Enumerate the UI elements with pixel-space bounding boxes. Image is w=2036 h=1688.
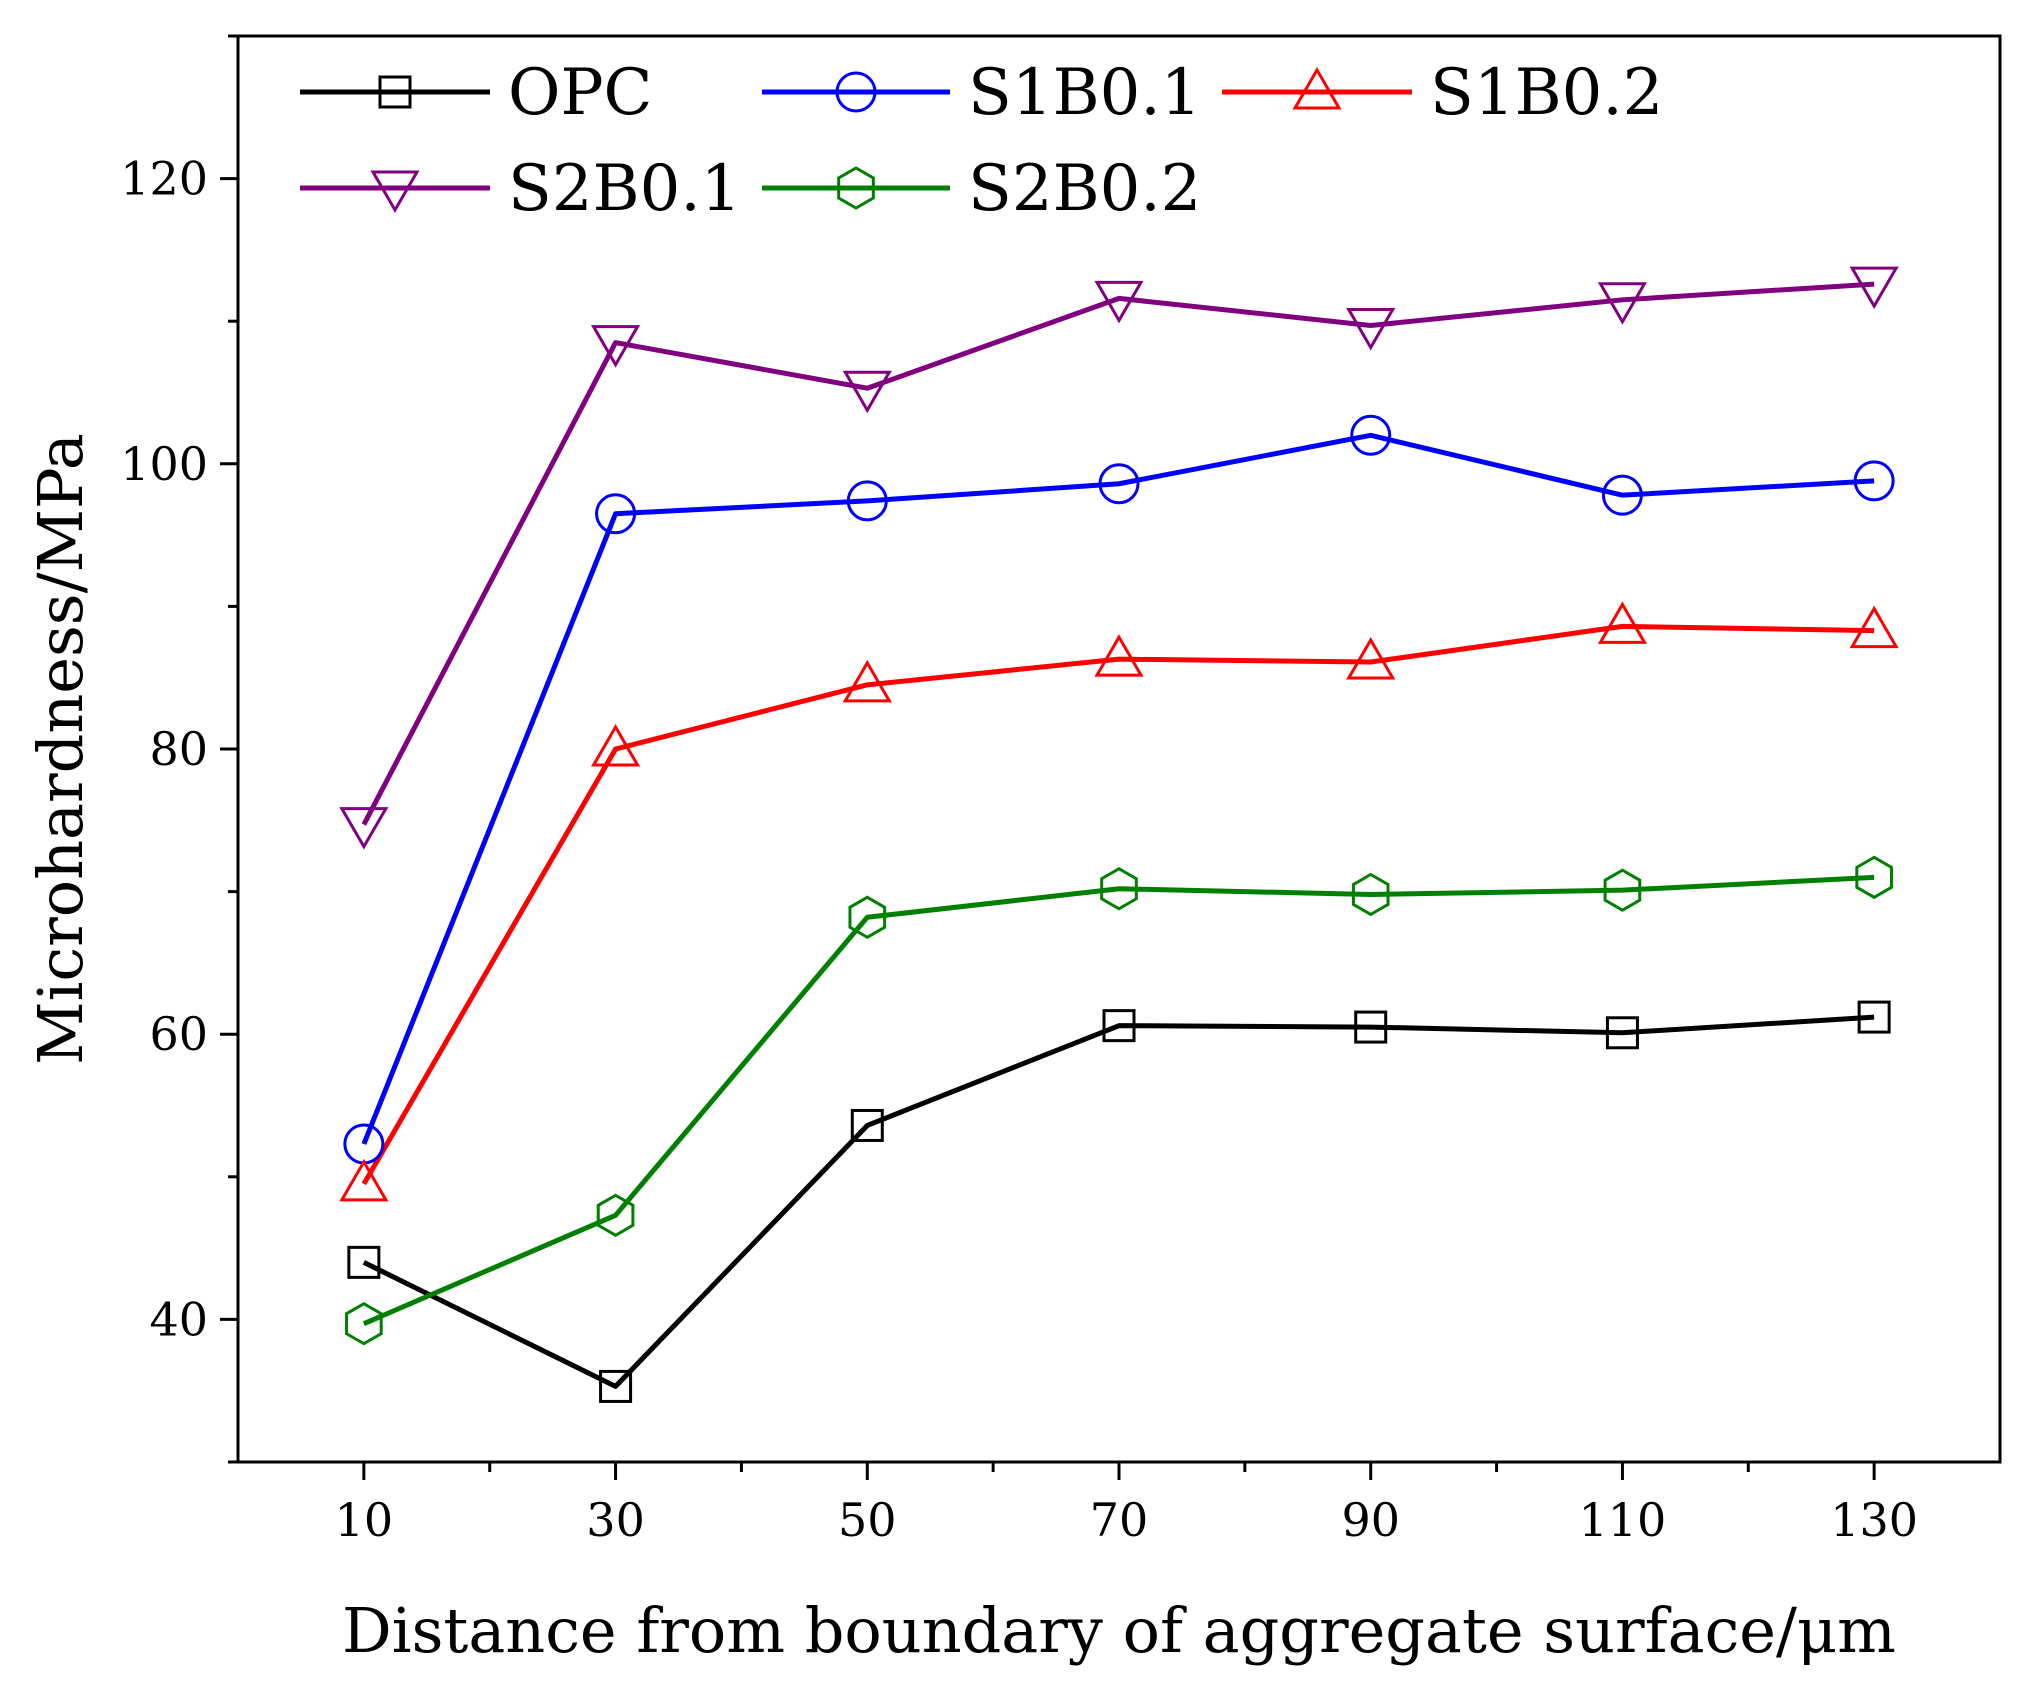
legend-label: S1B0.2 — [1430, 56, 1663, 130]
data-point-S2B0.2 — [1603, 868, 1642, 912]
x-tick-label: 90 — [1341, 1493, 1400, 1547]
x-axis-label: Distance from boundary of aggregate surf… — [342, 1594, 1896, 1667]
y-tick-label: 100 — [120, 437, 208, 491]
legend-label: S2B0.1 — [508, 152, 741, 226]
y-axis-ticks: 40 60 80 100 120 — [120, 34, 238, 1464]
data-point-S1B0.1 — [1098, 463, 1140, 505]
data-point-OPC — [1857, 1000, 1891, 1034]
data-point-OPC — [1605, 1016, 1639, 1050]
legend-marker — [1292, 67, 1342, 110]
data-point-S1B0.2 — [339, 1158, 389, 1202]
data-point-S2B0.1 — [1346, 307, 1396, 351]
data-point-S1B0.2 — [842, 659, 892, 703]
legend-marker — [837, 166, 875, 210]
series-markers — [339, 266, 1899, 1403]
legend-marker — [835, 71, 877, 113]
data-point-S1B0.2 — [1849, 605, 1899, 649]
data-point-S1B0.2 — [1597, 601, 1648, 644]
x-axis-ticks: 10 30 50 70 90 110 130 — [335, 1462, 1918, 1547]
data-point-S1B0.1 — [1601, 474, 1643, 516]
x-tick-label: 30 — [586, 1493, 645, 1547]
legend-item-S1B0.1: S1B0.1 — [762, 56, 1201, 130]
data-point-OPC — [347, 1245, 381, 1279]
y-tick-label: 120 — [120, 152, 208, 206]
legend-item-S2B0.2: S2B0.2 — [762, 152, 1201, 226]
data-point-S1B0.1 — [1350, 414, 1392, 456]
data-point-OPC — [850, 1108, 884, 1142]
x-tick-label: 130 — [1830, 1493, 1918, 1547]
legend-item-S2B0.1: S2B0.1 — [300, 152, 741, 226]
data-point-S1B0.2 — [1346, 637, 1396, 680]
series-line-S2B0.1 — [361, 281, 1875, 826]
legend-marker — [370, 170, 420, 213]
series-line-S1B0.2 — [361, 623, 1875, 1186]
legend-item-OPC: OPC — [300, 56, 653, 130]
legend: OPC S1B0.1 S1B0.2 S2B0.1 S2B0.2 — [300, 56, 1663, 226]
data-point-S2B0.2 — [1855, 855, 1893, 900]
series-line-OPC — [362, 1014, 1875, 1389]
data-point-OPC — [1354, 1010, 1388, 1044]
legend-label: S2B0.2 — [968, 152, 1201, 226]
legend-marker — [378, 75, 412, 109]
legend-label: OPC — [508, 56, 653, 130]
data-point-S2B0.1 — [1597, 282, 1648, 325]
legend-item-S1B0.2: S1B0.2 — [1222, 56, 1663, 130]
x-tick-label: 110 — [1579, 1493, 1667, 1547]
series-lines — [361, 281, 1875, 1389]
y-tick-label: 40 — [149, 1292, 208, 1346]
x-tick-label: 50 — [838, 1493, 897, 1547]
series-line-S1B0.1 — [361, 432, 1875, 1145]
data-point-S2B0.1 — [590, 325, 641, 368]
x-tick-label: 10 — [335, 1493, 394, 1547]
data-point-S2B0.2 — [345, 1301, 383, 1346]
data-point-S1B0.2 — [1094, 634, 1144, 677]
legend-label: S1B0.1 — [968, 56, 1201, 130]
data-point-S2B0.1 — [339, 807, 389, 850]
data-point-S2B0.1 — [842, 370, 892, 414]
data-point-S1B0.2 — [590, 724, 641, 767]
x-tick-label: 70 — [1090, 1493, 1149, 1547]
data-point-S2B0.2 — [596, 1193, 635, 1238]
data-point-OPC — [599, 1369, 633, 1403]
data-point-S2B0.2 — [848, 895, 887, 940]
data-point-S2B0.2 — [1100, 867, 1138, 911]
data-point-S1B0.1 — [595, 493, 637, 535]
y-tick-label: 60 — [149, 1007, 208, 1061]
y-axis-label: Microhardness/MPa — [24, 433, 97, 1065]
data-point-S1B0.1 — [1853, 460, 1895, 502]
data-point-S2B0.1 — [1094, 280, 1144, 324]
data-point-S2B0.2 — [1351, 872, 1390, 917]
y-tick-label: 80 — [149, 722, 208, 776]
data-point-S2B0.1 — [1849, 266, 1899, 310]
data-point-S1B0.1 — [846, 480, 888, 522]
series-line-S2B0.2 — [362, 874, 1875, 1326]
plot-frame — [236, 34, 2002, 1464]
data-point-OPC — [1102, 1009, 1136, 1043]
